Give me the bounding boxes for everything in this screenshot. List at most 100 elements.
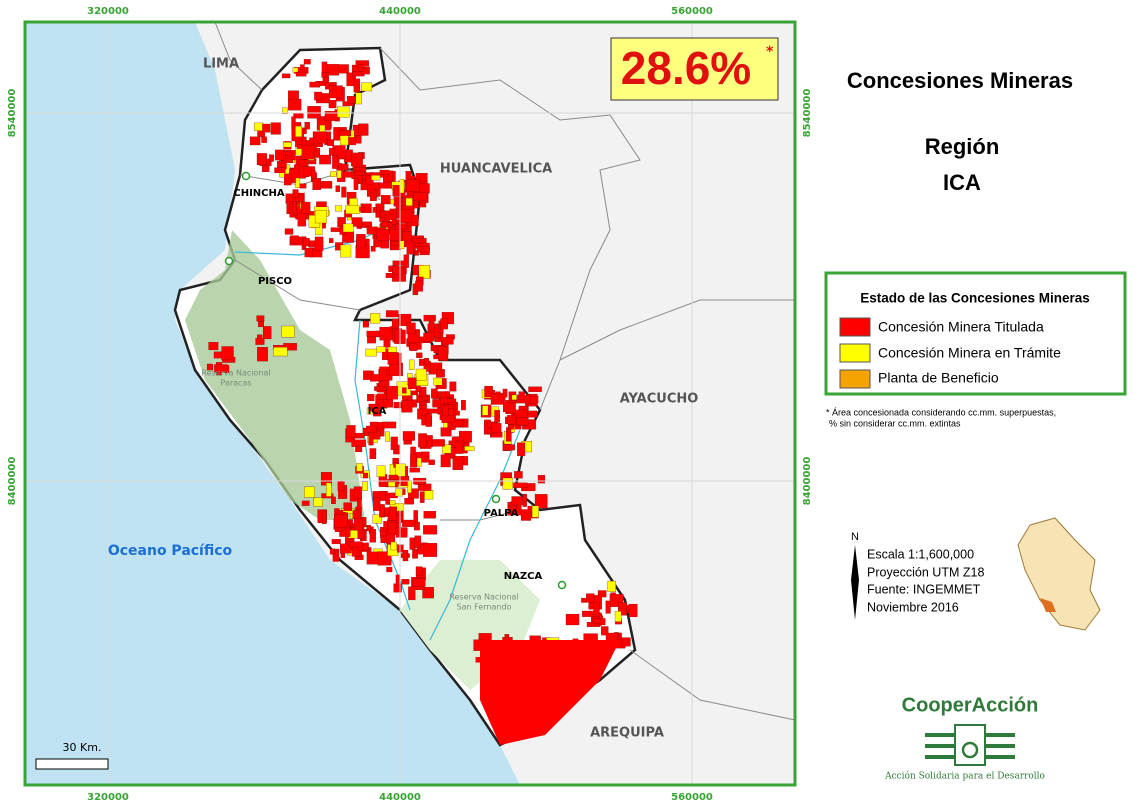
concession-patch [270,122,281,135]
concession-patch [339,135,349,146]
concession-patch [353,177,359,190]
concession-patch [455,440,463,454]
concession-patch [275,149,284,161]
concession-patch [514,471,523,479]
concession-patch [376,465,386,477]
concession-patch [292,201,297,215]
border-line [379,47,641,411]
concession-patch [307,106,321,119]
concession-patch [281,73,291,79]
concession-patch [298,159,309,167]
peru-inset [1017,517,1101,631]
concession-patch [522,493,527,507]
concession-patch [326,482,332,497]
concession-patch [370,245,376,252]
concession-patch [353,518,364,531]
concession-patch [369,528,376,543]
concession-patch [408,488,419,499]
concession-patch [330,227,340,232]
concession-patch [368,403,379,412]
concession-patch [332,548,340,562]
concession-patch [213,351,222,359]
concession-patch [406,241,414,255]
logo-circle [961,741,979,759]
concession-patch [304,247,314,258]
concession-patch [370,313,381,324]
grid-label: 320000 [87,792,129,803]
concession-patch [290,235,299,244]
concession-patch [256,153,267,166]
concession-patch [358,64,364,72]
concession-patch [374,386,387,391]
concession-patch [338,130,352,137]
concessions [206,59,638,669]
legend-label: Planta de Beneficio [878,370,999,386]
concession-patch [292,189,299,198]
concession-patch [507,414,516,425]
concession-patch [369,189,377,201]
logo-emblem [925,724,1015,766]
concession-patch [322,510,327,525]
concession-patch [506,427,512,442]
concession-patch [327,139,335,146]
concession-patch [295,71,307,77]
concession-patch [389,229,403,241]
concession-patch [464,446,475,451]
concession-patch [440,318,448,330]
concession-patch [441,337,454,345]
concession-patch [511,496,523,506]
concession-patch [281,325,295,338]
concession-patch [484,386,493,398]
concession-patch [491,423,502,433]
concession-patch [502,402,516,413]
concession-patch [586,593,595,603]
concession-patch [337,510,344,516]
concession-patch [372,514,383,524]
concession-patch [391,318,399,330]
concession-patch [313,497,323,507]
concession-patch [419,183,430,194]
concession-patch [297,212,307,227]
concession-patch [418,265,431,279]
concession-patch [386,566,393,573]
concession-patch [389,506,397,521]
border-line [234,259,361,311]
concession-patch [346,425,356,438]
concession-patch [295,125,302,137]
concession-patch [273,347,288,357]
concession-patch [414,535,421,549]
concession-patch [508,424,514,430]
legend-swatch [839,317,871,337]
badge-value: 28.6% [621,42,751,94]
concession-patch [412,578,426,587]
concession-patch [407,377,417,390]
concession-patch [284,228,294,235]
concession-patch [367,394,375,402]
logo-box [954,724,986,766]
concession-patch [528,386,542,392]
concession-patch [417,483,432,491]
legend-swatch [839,343,871,363]
badge-note: * [766,44,774,60]
concession-patch [503,444,515,451]
concession-patch [353,78,361,93]
info-line: Proyección UTM Z18 [867,565,984,579]
concession-patch [331,496,336,504]
north-arrow [851,545,859,620]
concession-patch [362,481,368,491]
logo-tagline: Acción Solidaria para el Desarrollo [884,771,1045,782]
concession-patch [432,439,445,447]
concession-patch [628,603,638,618]
city-marker [557,580,567,590]
concession-patch [399,209,412,223]
reserve-label: San Fernando [457,603,512,612]
concession-patch [389,500,396,505]
concession-patch [401,579,410,585]
concession-patch [329,147,335,156]
concession-patch [387,522,397,535]
concession-patch [605,600,611,614]
concession-patch [355,432,365,439]
concession-patch [332,155,339,169]
concession-patch [387,352,399,365]
